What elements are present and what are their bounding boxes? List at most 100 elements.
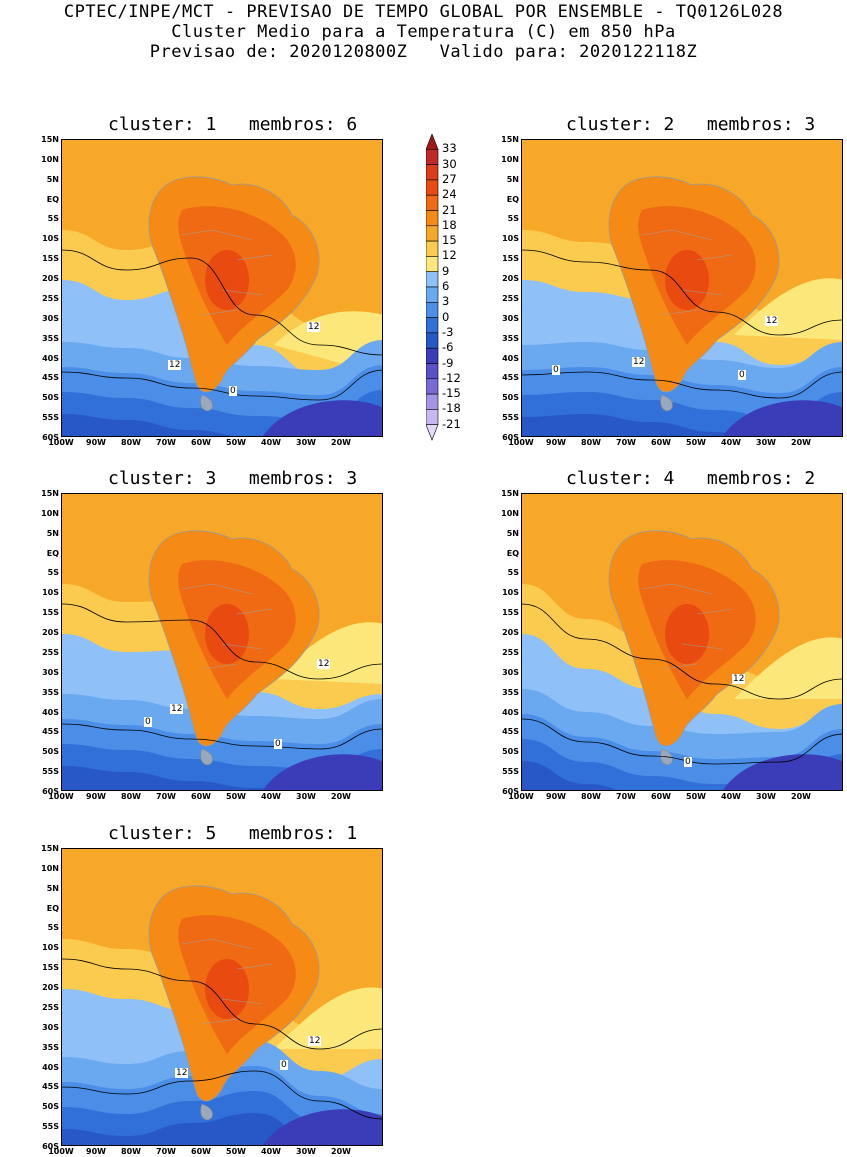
colorbar-label: 6 — [442, 279, 450, 293]
colorbar-label: -9 — [442, 355, 454, 370]
colorbar-swatch — [426, 302, 439, 318]
contour-label: 12 — [732, 674, 746, 684]
lat-tick-label: 10S — [42, 588, 59, 598]
lat-tick-label: 50S — [42, 393, 59, 403]
band-9-12 — [274, 622, 382, 684]
lat-tick-label: 5S — [507, 214, 519, 224]
lat-tick-label: 35S — [42, 687, 59, 697]
lat-tick-label: 10S — [502, 588, 519, 598]
tierra-del-fuego — [200, 394, 213, 412]
lon-tick-label: 60W — [651, 438, 671, 447]
lon-tick-label: 50W — [226, 438, 246, 447]
lat-tick-label: 60S — [42, 433, 59, 442]
colorbar-swatch — [426, 225, 439, 242]
lon-tick-label: 100W — [508, 438, 534, 447]
lat-tick-label: EQ — [46, 548, 59, 558]
country-borders — [181, 229, 273, 316]
panel-title: cluster: 3 membros: 3 — [108, 468, 358, 489]
lon-tick-label: 60W — [651, 792, 671, 801]
colorbar-swatch — [426, 363, 439, 380]
lon-tick-label: 20W — [331, 1147, 351, 1156]
lon-tick-label: 100W — [48, 438, 74, 447]
band-minus6 — [522, 414, 842, 436]
contour-label: 12 — [632, 357, 646, 367]
lon-tick-label: 80W — [581, 792, 601, 801]
panel-title: cluster: 5 membros: 1 — [108, 823, 358, 844]
lat-tick-label: 30S — [42, 667, 59, 677]
lat-tick-label: 15S — [42, 254, 59, 264]
contour-0 — [522, 718, 842, 765]
contour-label: 0 — [274, 739, 282, 749]
lat-tick-label: 10S — [42, 943, 59, 953]
header-title-line2: Cluster Medio para a Temperatura (C) em … — [171, 22, 676, 42]
lat-tick-label: 15S — [42, 608, 59, 618]
colorbar-label: 3 — [442, 294, 450, 309]
lat-tick-label: 45S — [502, 373, 519, 383]
lat-tick-label: 5N — [506, 528, 519, 538]
lat-tick-label: EQ — [506, 194, 519, 204]
contour-label: 12 — [765, 316, 779, 326]
colorbar-swatch — [426, 347, 439, 364]
colorbar-label: 0 — [442, 309, 450, 324]
lat-tick-label: 40S — [502, 353, 519, 363]
lon-tick-label: 30W — [756, 438, 776, 447]
country-borders — [641, 229, 733, 316]
hottest-core — [665, 604, 709, 664]
lon-tick-label: 100W — [48, 1147, 74, 1156]
lat-tick-label: 55S — [42, 767, 59, 777]
temperature-map: 12 12 0 0 — [521, 139, 843, 437]
lat-tick-label: 60S — [42, 787, 59, 796]
colorbar-swatch — [426, 271, 439, 288]
contour-label: 12 — [307, 322, 321, 332]
lat-tick-label: 5S — [47, 214, 59, 224]
band-minus9 — [263, 754, 382, 790]
band-minus6 — [62, 412, 382, 436]
colorbar-swatch — [426, 424, 439, 441]
contour-label: 0 — [144, 717, 152, 727]
contour-label: 12 — [317, 659, 331, 669]
temperature-map: 12 12 0 0 — [61, 493, 383, 791]
lon-tick-label: 50W — [226, 792, 246, 801]
lat-tick-label: 10N — [41, 154, 59, 164]
tierra-del-fuego — [200, 748, 213, 766]
colorbar-label: -6 — [442, 340, 454, 355]
colorbar-label: 12 — [442, 248, 457, 263]
lon-tick-label: 30W — [756, 792, 776, 801]
lat-tick-label: 45S — [42, 1082, 59, 1092]
tierra-del-fuego — [660, 394, 673, 412]
lon-tick-label: 100W — [48, 792, 74, 801]
lat-tick-label: 15S — [502, 254, 519, 264]
lon-tick-label: 100W — [508, 792, 534, 801]
temperature-map: 12 0 — [521, 493, 843, 791]
lat-tick-label: 40S — [502, 707, 519, 717]
lat-tick-label: 50S — [502, 747, 519, 757]
lat-tick-label: 20S — [42, 274, 59, 284]
colorbar-label: -18 — [442, 401, 461, 416]
colorbar-label: -15 — [442, 386, 461, 401]
lon-tick-label: 30W — [296, 1147, 316, 1156]
lat-tick-label: 50S — [502, 393, 519, 403]
contour-label: 0 — [552, 365, 560, 375]
lon-tick-label: 70W — [616, 438, 636, 447]
lat-tick-label: 45S — [42, 373, 59, 383]
colorbar-label: -12 — [442, 370, 461, 385]
contour-0 — [62, 369, 382, 401]
lat-tick-label: 5N — [46, 174, 59, 184]
hottest-core — [205, 250, 249, 310]
lon-tick-label: 80W — [121, 792, 141, 801]
lat-tick-label: 60S — [42, 1142, 59, 1151]
colorbar-label: 18 — [442, 217, 457, 232]
lat-tick-label: 10N — [41, 863, 59, 873]
contour-12 — [522, 249, 842, 336]
colorbar-swatch — [426, 393, 439, 410]
lat-tick-label: 30S — [502, 313, 519, 323]
contour-label: 0 — [684, 757, 692, 767]
lat-tick-label: 40S — [42, 1062, 59, 1072]
contour-label: 0 — [738, 370, 746, 380]
lon-tick-label: 60W — [191, 792, 211, 801]
colorbar-swatch — [426, 256, 439, 273]
band-9-12 — [274, 987, 382, 1049]
lat-tick-label: 25S — [42, 647, 59, 657]
contour-label: 12 — [168, 360, 182, 370]
lat-tick-label: 15S — [42, 963, 59, 973]
